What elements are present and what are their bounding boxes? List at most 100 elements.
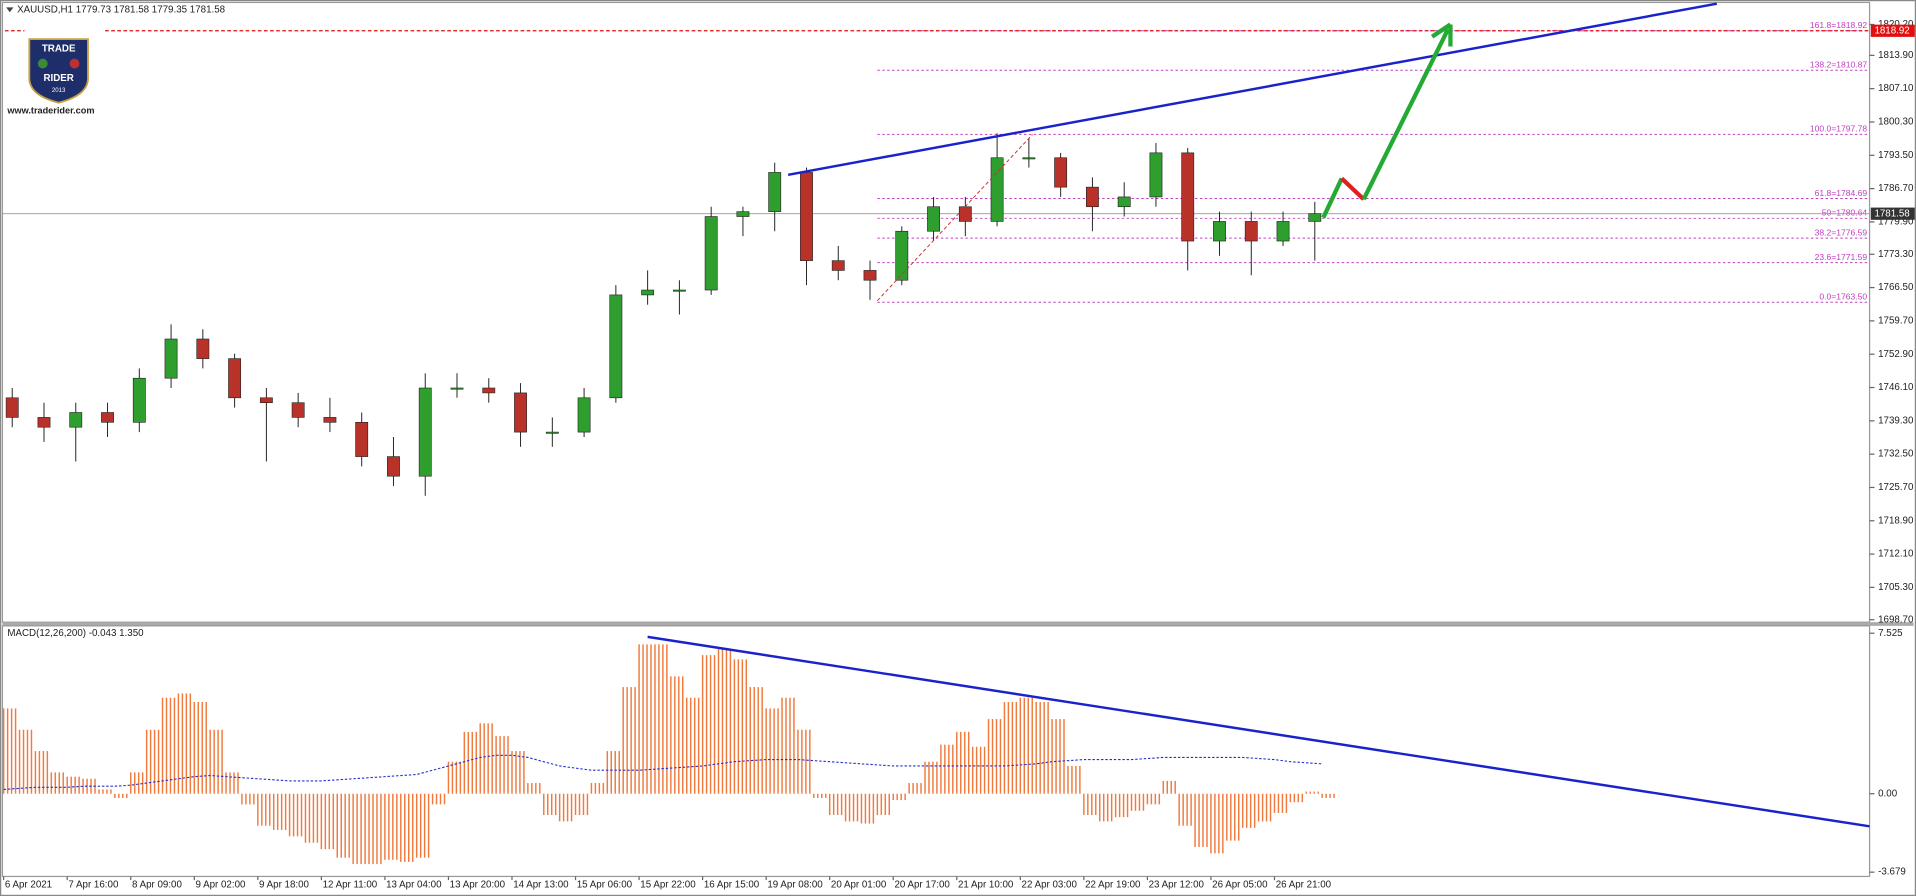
candle-body [450,387,464,390]
candle-body [1213,221,1226,242]
y-tick-label: -3.679 [1878,867,1906,878]
x-tick-label: 23 Apr 12:00 [1149,880,1205,891]
fib-label: 0.0=1763.50 [1819,292,1867,302]
y-tick-label: 1725.70 [1878,482,1914,493]
fib-label: 38.2=1776.59 [1815,228,1868,238]
logo-icon [37,58,48,69]
x-tick-label: 26 Apr 05:00 [1212,880,1268,891]
x-tick-label: 16 Apr 15:00 [704,880,760,891]
candle-body [228,358,242,399]
candle-body [831,260,845,271]
x-tick-label: 7 Apr 16:00 [68,880,119,891]
x-tick-label: 19 Apr 08:00 [767,880,823,891]
x-tick-label: 13 Apr 04:00 [386,880,442,891]
candle-body [1149,152,1163,198]
fib-label: 100.0=1797.78 [1810,124,1868,134]
signal-line [3,754,1323,790]
x-tick-label: 9 Apr 02:00 [196,880,247,891]
logo-shield [28,38,89,104]
candle-body [736,211,750,217]
candle-body [1022,157,1036,160]
candle-body [704,216,718,291]
candle-body [1276,221,1290,242]
candle-body [1181,152,1195,242]
x-tick-label: 14 Apr 13:00 [513,880,569,891]
projection-up [1321,177,1344,219]
candle-body [355,421,369,457]
candle-body [672,289,686,292]
candle-body [927,206,940,232]
y-tick-label: 7.525 [1878,628,1903,639]
candle-body [800,172,813,261]
candle-body [37,417,51,428]
y-tick-label: 1752.90 [1878,349,1914,360]
x-tick-label: 22 Apr 03:00 [1022,880,1078,891]
y-tick-label: 1705.30 [1878,582,1914,593]
current-price-tag [1870,207,1915,220]
projection-down [1340,176,1366,201]
y-tick-label: 1732.50 [1878,449,1914,460]
y-tick-label: 1779.90 [1878,217,1914,228]
candle-body [101,412,114,423]
candle-body [641,289,655,296]
candle-body [609,294,623,399]
candle-body [259,397,273,404]
alert-tag-label: 1818.92 [1874,25,1909,36]
retracement-line [876,134,1033,302]
candle-body [196,338,210,359]
candle-body [69,412,83,428]
candle-body [387,456,400,477]
menu-triangle [6,7,14,13]
candle-body [132,377,146,423]
y-tick-label: 1698.70 [1878,614,1914,625]
candle-body [5,397,19,418]
macd-title: MACD(12,26,200) -0.043 1.350 [7,628,144,639]
candle-body [863,270,877,281]
logo-url: www.traderider.com [6,106,94,116]
x-tick-label: 26 Apr 21:00 [1276,880,1332,891]
logo-year: 2013 [52,87,66,94]
y-tick-label: 1718.90 [1878,515,1914,526]
x-tick-label: 15 Apr 06:00 [577,880,633,891]
candle-body [990,157,1004,222]
x-tick-label: 15 Apr 22:00 [640,880,696,891]
y-tick-label: 1820.20 [1878,19,1914,30]
fib-label: 61.8=1784.69 [1815,188,1868,198]
fib-label: 50=1780.64 [1822,208,1868,218]
x-tick-label: 8 Apr 09:00 [132,880,183,891]
trend-line [647,635,1870,828]
x-tick-label: 6 Apr 2021 [5,880,52,891]
y-tick-label: 1786.70 [1878,183,1914,194]
logo-text: RIDER [43,73,73,84]
y-tick-label: 0.00 [1878,788,1898,799]
x-tick-label: 22 Apr 19:00 [1085,880,1141,891]
candle-body [514,392,527,433]
candle-body [895,230,909,281]
candle-body [291,402,305,418]
candle-body [482,387,496,394]
candle-body [323,417,337,423]
current-price-label: 1781.58 [1874,208,1909,219]
candle-body [1308,213,1322,222]
trend-line [787,2,1718,177]
candle-body [418,387,432,477]
candle-body [1054,157,1068,188]
x-tick-label: 20 Apr 01:00 [831,880,887,891]
y-tick-label: 1759.70 [1878,315,1914,326]
candle-body [1244,221,1258,242]
panel-separator [2,622,1914,626]
candle-body [545,431,559,434]
y-tick-label: 1746.10 [1878,382,1914,393]
x-tick-label: 21 Apr 10:00 [958,880,1014,891]
x-tick-label: 20 Apr 17:00 [894,880,950,891]
y-tick-label: 1813.90 [1878,50,1914,61]
logo-icon [69,58,80,69]
logo-text: TRADE [42,43,76,54]
candle-body [1085,186,1099,208]
symbol: XAUUSD,H1 [17,4,73,15]
ohlc-values: 1779.73 1781.58 1779.35 1781.58 [76,4,225,15]
x-tick-label: 13 Apr 20:00 [450,880,506,891]
